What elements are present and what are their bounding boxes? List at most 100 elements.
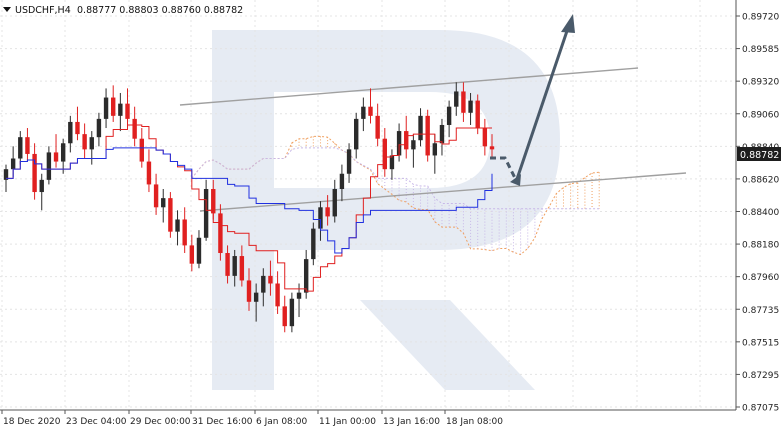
x-tick-label: 29 Dec 00:00 <box>130 417 191 427</box>
candle-bear <box>461 91 466 113</box>
candle-bear <box>425 115 430 156</box>
forecast-up-arrow <box>514 27 570 183</box>
candle-bull <box>346 149 352 174</box>
grid-lines <box>0 0 736 410</box>
candle-bear <box>218 213 223 254</box>
candle-bear <box>25 137 30 154</box>
candle-bull <box>3 169 9 180</box>
watermark-logo <box>212 30 560 390</box>
channel-lower-line <box>199 172 687 212</box>
candle-bear <box>239 256 245 281</box>
candle-bear <box>368 106 373 116</box>
x-tick-label: 6 Jan 08:00 <box>256 417 308 427</box>
candle-bull <box>318 207 323 229</box>
chart-header: USDCHF,H4 0.88777 0.88803 0.88760 0.8878… <box>3 5 243 16</box>
trend-channel <box>179 67 687 212</box>
candle-bear <box>275 283 280 307</box>
candle-bull <box>261 275 266 293</box>
candle-bear <box>111 97 116 116</box>
candle-bull <box>454 91 459 107</box>
candle-bull <box>89 137 94 150</box>
candle-bull <box>10 158 16 170</box>
forecast-up-arrowhead <box>561 14 575 33</box>
candle-bull <box>446 106 452 125</box>
candle-bull <box>468 100 473 113</box>
y-tick-label: 0.88400 <box>742 208 779 218</box>
y-tick-label: 0.89060 <box>742 110 779 120</box>
candle-bear <box>153 184 159 208</box>
ichimoku-cloud <box>191 135 600 256</box>
candle-bull <box>339 173 345 189</box>
candle-bear <box>482 128 488 147</box>
candle-bear <box>189 245 195 264</box>
candle-bull <box>418 115 423 141</box>
x-tick-label: 23 Dec 04:00 <box>66 417 127 427</box>
candle-bull <box>18 137 23 159</box>
candle-bull <box>311 228 316 260</box>
y-tick-label: 0.88620 <box>742 175 779 185</box>
dropdown-triangle-icon[interactable] <box>3 7 11 12</box>
candle-bull <box>303 259 309 293</box>
y-tick-label: 0.89320 <box>742 78 779 88</box>
candle-bear <box>282 306 287 327</box>
candle-bear <box>475 100 480 129</box>
candle-bull <box>432 143 438 156</box>
candle-bull <box>96 118 102 138</box>
x-tick-label: 31 Dec 16:00 <box>192 417 253 427</box>
x-tick-label: 18 Dec 2020 <box>3 417 61 427</box>
candle-bull <box>396 131 402 156</box>
candle-bear <box>75 121 80 135</box>
candle-bull <box>289 298 295 327</box>
x-tick-label: 13 Jan 16:00 <box>383 417 440 427</box>
y-tick-label: 0.87960 <box>742 273 779 283</box>
x-tick-label: 18 Jan 08:00 <box>446 417 503 427</box>
candle-bear <box>225 253 230 276</box>
y-tick-label: 0.89720 <box>742 13 779 23</box>
candle-bull <box>161 198 166 208</box>
candle-bear <box>32 153 37 193</box>
candle-bear <box>82 134 87 150</box>
candle-bull <box>296 292 302 299</box>
y-tick-label: 0.87735 <box>742 306 779 316</box>
current-price-tag: 0.88782 <box>737 147 781 161</box>
forecast-down-arrow <box>490 156 518 181</box>
candlestick-series <box>3 82 495 333</box>
candle-bull <box>203 188 209 238</box>
candle-bear <box>489 146 495 150</box>
candle-bull <box>196 237 202 264</box>
candle-bull <box>103 97 109 119</box>
y-tick-label: 0.87295 <box>742 371 779 381</box>
ichimoku-lines <box>6 124 493 292</box>
candle-bear <box>53 152 59 162</box>
candle-bull <box>361 106 366 119</box>
candle-bear <box>132 118 137 139</box>
candle-bear <box>268 275 273 284</box>
candle-bull <box>39 179 44 193</box>
candle-bull <box>175 219 180 232</box>
symbol-label: USDCHF,H4 <box>15 5 71 16</box>
current-price-label: 0.88782 <box>740 150 779 161</box>
candle-bear <box>325 207 330 217</box>
ohlc-label: 0.88777 0.88803 0.88760 0.88782 <box>77 5 243 16</box>
candle-bear <box>146 161 152 185</box>
candle-bear <box>168 198 173 232</box>
kijun-line <box>6 147 493 254</box>
candle-bear <box>375 115 380 139</box>
candle-bull <box>354 118 359 150</box>
forecast-arrows <box>490 14 575 186</box>
candle-bull <box>332 188 337 217</box>
y-tick-label: 0.87515 <box>742 338 779 348</box>
candle-bull <box>439 124 445 144</box>
candle-bull <box>253 292 259 302</box>
candle-bear <box>139 138 144 162</box>
candle-bull <box>389 155 395 170</box>
candle-bear <box>246 280 252 302</box>
candle-bear <box>382 138 387 170</box>
y-tick-label: 0.89585 <box>742 45 779 55</box>
candle-bull <box>46 152 52 180</box>
x-tick-label: 11 Jan 00:00 <box>319 417 376 427</box>
y-tick-label: 0.87075 <box>742 404 779 414</box>
channel-upper-line <box>179 67 639 106</box>
